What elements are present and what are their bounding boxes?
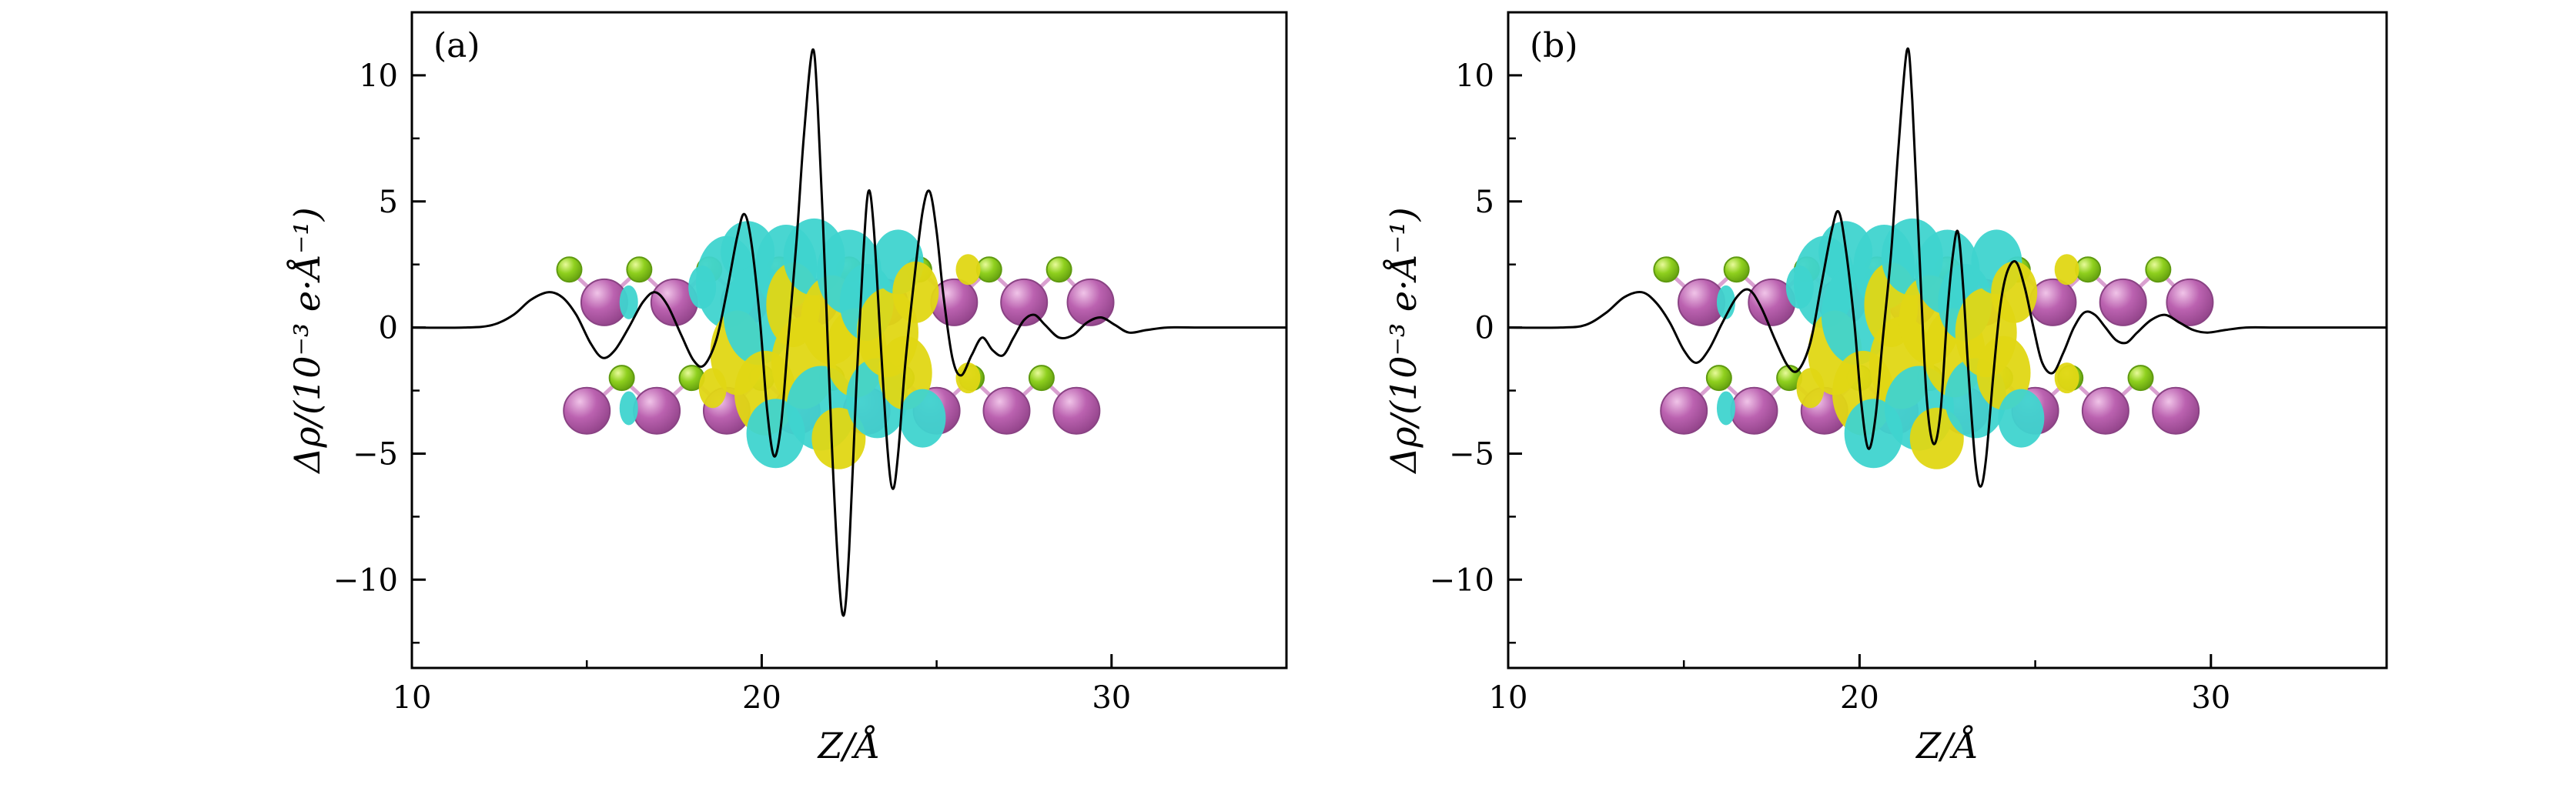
chalcogen-atom: [975, 256, 1002, 283]
chalcogen-atom: [2075, 256, 2102, 283]
x-tick-label: 10: [1489, 680, 1528, 716]
charge-accumulation-isosurface: [2054, 254, 2079, 285]
x-tick-label: 20: [1840, 680, 1879, 716]
charge-depletion-isosurface: [1998, 389, 2045, 448]
charge-depletion-isosurface: [1716, 391, 1735, 426]
axes: 10 20 30 −10 −5 0 5 10 Z/Å Δρ/(10⁻³ e·Å⁻¹) (a): [286, 11, 1288, 766]
metal-atom: [1066, 278, 1115, 326]
density-difference-curve: [1507, 47, 2388, 488]
charge-accumulation-isosurface: [892, 261, 939, 323]
chalcogen-atom: [626, 256, 653, 283]
chalcogen-atom: [556, 256, 583, 283]
charge-accumulation-isosurface: [811, 407, 866, 469]
charge-depletion-isosurface: [1716, 285, 1735, 319]
chalcogen-atom: [1045, 256, 1072, 283]
molecular-structure-inset: [1653, 218, 2214, 469]
metal-atom: [633, 386, 681, 435]
metal-atom: [563, 386, 611, 435]
charge-accumulation-isosurface: [955, 254, 981, 285]
y-tick-label: 5: [379, 185, 398, 220]
charge-accumulation-isosurface: [2054, 362, 2079, 394]
charge-accumulation-isosurface: [955, 362, 981, 394]
density-difference-curve: [410, 48, 1288, 617]
chalcogen-atom: [2145, 256, 2172, 283]
axes: 10 20 30 −10 −5 0 5 10 Z/Å Δρ/(10⁻³ e·Å⁻¹) (b): [1382, 11, 2388, 766]
y-tick-label: −10: [333, 563, 398, 598]
chalcogen-atom: [1723, 256, 1750, 283]
y-tick-label: 10: [359, 58, 398, 94]
metal-atom: [2152, 386, 2200, 435]
charge-accumulation-isosurface: [1796, 368, 1825, 409]
plot-frame: [1507, 11, 2388, 669]
plot-frame: [410, 11, 1288, 669]
panel-a: 10 20 30 −10 −5 0 5 10 Z/Å Δρ/(10⁻³ e·Å⁻¹) (a): [286, 11, 1288, 766]
y-tick-label: 0: [1475, 311, 1494, 346]
y-tick-label: 5: [1475, 185, 1494, 220]
y-tick-label: −5: [1449, 436, 1494, 472]
x-tick-label: 10: [393, 680, 432, 716]
metal-atom: [982, 386, 1031, 435]
metal-atom: [1730, 386, 1778, 435]
x-tick-label: 30: [1092, 680, 1131, 716]
charge-depletion-isosurface: [688, 265, 717, 309]
x-tick-label: 30: [2191, 680, 2230, 716]
charge-accumulation-isosurface: [698, 368, 727, 409]
chalcogen-atom: [608, 365, 635, 392]
y-tick-label: 10: [1455, 58, 1494, 94]
charge-depletion-isosurface: [619, 285, 638, 319]
chalcogen-atom: [1705, 365, 1732, 392]
chalcogen-atom: [1653, 256, 1680, 283]
metal-atom: [1052, 386, 1101, 435]
x-axis-title: Z/Å: [1915, 724, 1979, 766]
y-axis-title: Δρ/(10⁻³ e·Å⁻¹): [286, 207, 328, 474]
charge-depletion-isosurface: [619, 391, 638, 426]
metal-atom: [2081, 386, 2129, 435]
chalcogen-atom: [1028, 365, 1055, 392]
panel-label: (a): [433, 26, 480, 65]
metal-atom: [2099, 278, 2147, 326]
y-tick-label: −5: [353, 436, 398, 472]
molecular-structure-inset: [556, 218, 1115, 469]
x-tick-label: 20: [742, 680, 781, 716]
charge-accumulation-isosurface: [1991, 261, 2038, 323]
panel-label: (b): [1530, 26, 1578, 65]
y-axis-title: Δρ/(10⁻³ e·Å⁻¹): [1382, 207, 1424, 474]
metal-atom: [1660, 386, 1708, 435]
charge-depletion-isosurface: [1785, 265, 1814, 309]
x-axis-title: Z/Å: [817, 724, 881, 766]
y-tick-label: 0: [379, 311, 398, 346]
metal-atom: [2166, 278, 2214, 326]
panel-b: 10 20 30 −10 −5 0 5 10 Z/Å Δρ/(10⁻³ e·Å⁻¹) (b): [1382, 11, 2388, 766]
charge-depletion-isosurface: [899, 389, 946, 448]
metal-atom: [1000, 278, 1049, 326]
y-tick-label: −10: [1430, 563, 1494, 598]
chalcogen-atom: [2127, 365, 2154, 392]
